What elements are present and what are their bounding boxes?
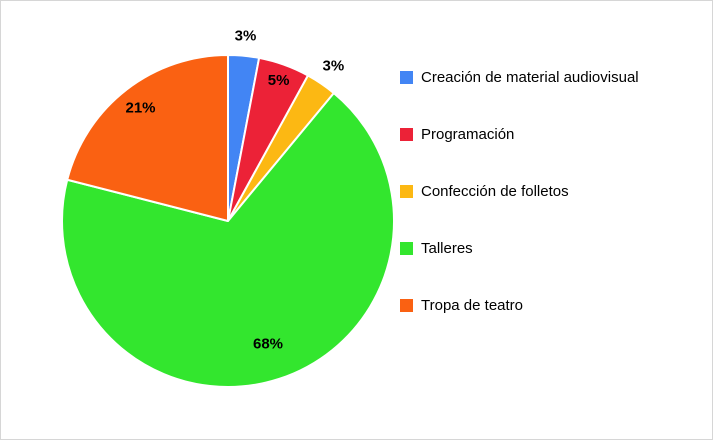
pie-label-talleres: 68% — [253, 336, 283, 353]
legend-item-talleres: Talleres — [400, 238, 639, 258]
legend-item-tropa-de-teatro: Tropa de teatro — [400, 295, 639, 315]
legend-swatch — [400, 241, 413, 255]
pie-label-creacion-de-material-audiovisual: 3% — [235, 27, 257, 44]
pie-slice-talleres — [61, 92, 395, 388]
legend-item-confeccion-de-folletos: Confección de folletos — [400, 181, 639, 201]
pie-label-tropa-de-teatro: 21% — [125, 100, 155, 117]
legend-label: Creación de material audiovisual — [421, 68, 639, 86]
legend-label: Confección de folletos — [421, 182, 569, 200]
legend-swatch — [400, 184, 413, 198]
pie-label-confeccion-de-folletos: 3% — [323, 57, 345, 74]
chart-legend: Creación de material audiovisual Programa… — [400, 67, 639, 352]
legend-swatch — [400, 127, 413, 141]
legend-label: Programación — [421, 125, 515, 143]
legend-swatch — [400, 70, 413, 84]
legend-item-creacion-de-material-audiovisual: Creación de material audiovisual — [400, 67, 639, 87]
pie-slice-tropa-de-teatro — [66, 54, 229, 222]
legend-label: Talleres — [421, 239, 473, 257]
legend-label: Tropa de teatro — [421, 296, 524, 314]
legend-item-programacion: Programación — [400, 124, 639, 144]
legend-swatch — [400, 298, 413, 312]
pie-chart: 3% 5% 3% 68% 21% — [61, 27, 395, 388]
pie-label-programacion: 5% — [268, 72, 290, 89]
